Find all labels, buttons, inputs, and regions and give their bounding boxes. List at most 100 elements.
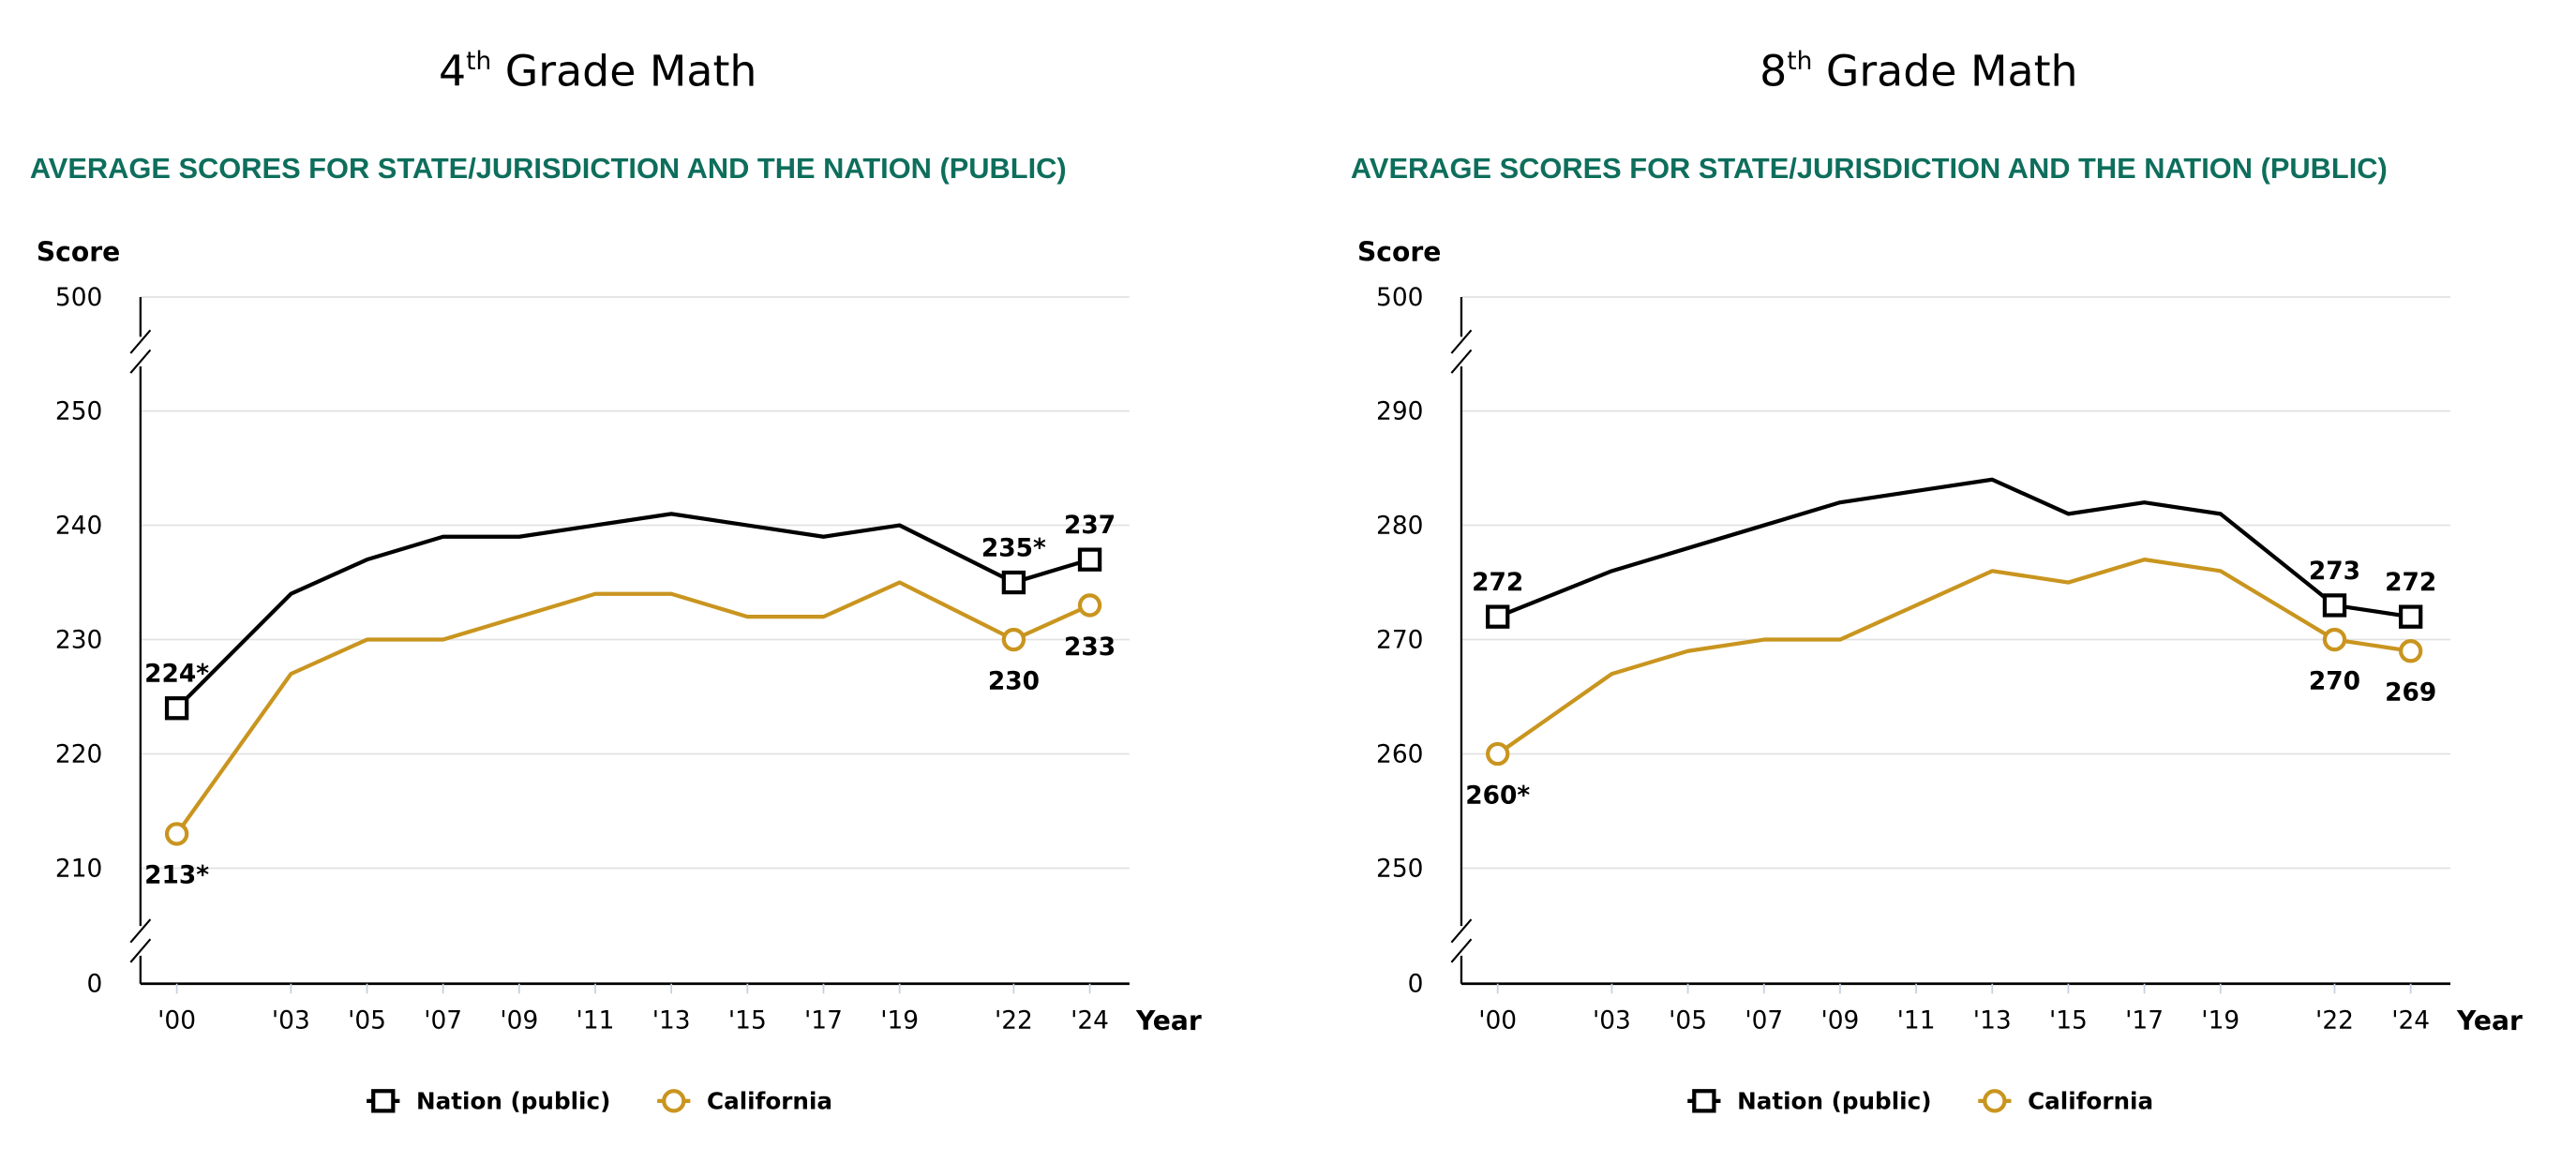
axis-break-top: [129, 329, 152, 374]
y-tick-label: 220: [55, 739, 102, 768]
data-point-square: [2398, 604, 2423, 629]
y-tick-label: 0: [87, 970, 103, 999]
x-tick-label: '17: [2125, 1006, 2164, 1035]
x-tick-label: '19: [880, 1006, 919, 1035]
chart-title: 4th Grade Math: [439, 46, 756, 97]
axis-break-bottom: [1450, 918, 1473, 963]
x-tick-label: '22: [995, 1006, 1033, 1035]
data-label: 260*: [1465, 781, 1530, 810]
chart-2: 8th Grade Math AVERAGE SCORES FOR STATE/J…: [1351, 46, 2523, 1115]
data-point-square: [164, 696, 189, 721]
legend-circle-icon: [662, 1089, 686, 1113]
x-tick-label: '15: [728, 1006, 767, 1035]
x-tick-label: '09: [500, 1006, 538, 1035]
data-label: 230: [988, 666, 1040, 695]
x-tick-label: '05: [348, 1006, 386, 1035]
legend-item-nation: Nation (public): [1687, 1088, 1931, 1115]
data-label: 272: [2385, 568, 2436, 597]
y-tick-label: 230: [55, 625, 102, 654]
x-axis-label: Year: [1135, 1006, 1202, 1036]
legend-square-icon: [371, 1089, 396, 1113]
title-number: 4: [439, 46, 466, 97]
data-label: 237: [1064, 511, 1116, 540]
x-axis-label: Year: [2456, 1006, 2523, 1036]
data-point-square: [1001, 570, 1026, 595]
x-tick-label: '24: [1071, 1006, 1109, 1035]
data-label: 273: [2309, 557, 2360, 586]
chart-1: 4th Grade Math AVERAGE SCORES FOR STATE/J…: [30, 46, 1202, 1115]
data-label: 233: [1064, 633, 1116, 662]
legend-item-state: California: [657, 1088, 832, 1115]
data-point-circle: [164, 822, 189, 846]
axis-break-top: [1450, 329, 1473, 374]
data-point-square: [1077, 547, 1102, 572]
data-label: 224*: [144, 660, 209, 689]
y-tick-label: 290: [1376, 396, 1423, 425]
title-text: Grade Math: [1812, 46, 2077, 97]
data-label: 269: [2385, 678, 2436, 708]
series-line-state: [1496, 558, 2411, 756]
data-label: 270: [2309, 666, 2360, 695]
x-tick-label: '03: [1593, 1006, 1631, 1035]
legend-label: Nation (public): [1737, 1088, 1931, 1115]
axis-break-bottom: [129, 918, 152, 963]
legend-label: Nation (public): [416, 1088, 610, 1115]
title-superscript: th: [466, 47, 491, 76]
y-tick-label: 250: [1376, 854, 1423, 883]
x-tick-label: '22: [2315, 1006, 2354, 1035]
y-tick-label: 500: [1376, 283, 1423, 312]
x-tick-label: '13: [652, 1006, 691, 1035]
y-tick-label: 240: [55, 511, 102, 540]
x-tick-label: '05: [1669, 1006, 1707, 1035]
x-tick-label: '19: [2201, 1006, 2239, 1035]
x-tick-label: '00: [1478, 1006, 1517, 1035]
data-label: 272: [1472, 568, 1523, 597]
y-tick-label: 280: [1376, 511, 1423, 540]
legend-item-state: California: [1978, 1088, 2153, 1115]
legend-label: California: [707, 1088, 832, 1115]
data-point-circle: [1486, 741, 1510, 767]
series-line-nation: [1496, 477, 2411, 619]
x-tick-label: '11: [1897, 1006, 1936, 1035]
x-tick-label: '24: [2391, 1006, 2430, 1035]
title-number: 8: [1760, 46, 1787, 97]
y-tick-label: 270: [1376, 625, 1423, 654]
title-text: Grade Math: [491, 46, 756, 97]
y-tick-label: 500: [55, 283, 102, 312]
data-label: 235*: [981, 533, 1046, 562]
y-axis-label: Score: [37, 236, 120, 267]
series-line-nation: [175, 512, 1091, 710]
y-tick-label: 250: [55, 396, 102, 425]
legend: Nation (public) California: [1687, 1088, 2153, 1115]
data-point-circle: [2322, 627, 2347, 652]
x-tick-label: '11: [577, 1006, 615, 1035]
legend-label: California: [2028, 1088, 2153, 1115]
chart-subtitle: AVERAGE SCORES FOR STATE/JURISDICTION AN…: [30, 152, 1067, 185]
data-point-circle: [1077, 593, 1102, 618]
data-point-circle: [1001, 627, 1026, 652]
x-tick-label: '07: [1745, 1006, 1783, 1035]
data-point-square: [1486, 604, 1510, 629]
data-point-square: [2322, 593, 2347, 618]
legend-circle-icon: [1983, 1089, 2007, 1113]
data-point-circle: [2398, 639, 2423, 663]
x-tick-label: '15: [2049, 1006, 2088, 1035]
title-superscript: th: [1787, 47, 1812, 76]
x-tick-label: '13: [1973, 1006, 2012, 1035]
legend: Nation (public) California: [367, 1088, 832, 1115]
legend-square-icon: [1692, 1089, 1716, 1113]
x-tick-label: '00: [157, 1006, 196, 1035]
series-line-state: [174, 580, 1091, 836]
x-tick-label: '07: [424, 1006, 462, 1035]
chart-subtitle: AVERAGE SCORES FOR STATE/JURISDICTION AN…: [1351, 152, 2388, 185]
y-tick-label: 260: [1376, 739, 1423, 768]
y-axis-label: Score: [1357, 236, 1441, 267]
legend-item-nation: Nation (public): [367, 1088, 610, 1115]
y-tick-label: 0: [1408, 970, 1424, 999]
data-label: 213*: [144, 861, 209, 890]
x-tick-label: '17: [804, 1006, 843, 1035]
y-tick-label: 210: [55, 854, 102, 883]
chart-title: 8th Grade Math: [1760, 46, 2077, 97]
x-tick-label: '03: [272, 1006, 310, 1035]
